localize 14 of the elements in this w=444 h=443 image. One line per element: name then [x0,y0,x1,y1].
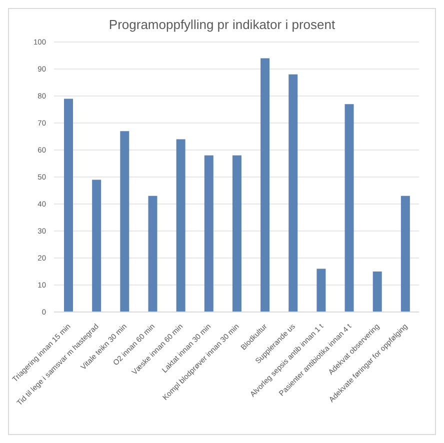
bar [64,98,73,312]
chart-title: Programoppfylling pr indikator i prosent [108,17,336,32]
bar [260,58,270,312]
bar [148,196,158,312]
bar [92,180,102,312]
bar [372,272,382,312]
bar [344,104,354,312]
bar [204,155,214,312]
bar [316,268,326,312]
bar [232,155,242,312]
bar [176,139,186,312]
bar [120,131,130,312]
bar [400,196,410,312]
bar [288,74,298,312]
